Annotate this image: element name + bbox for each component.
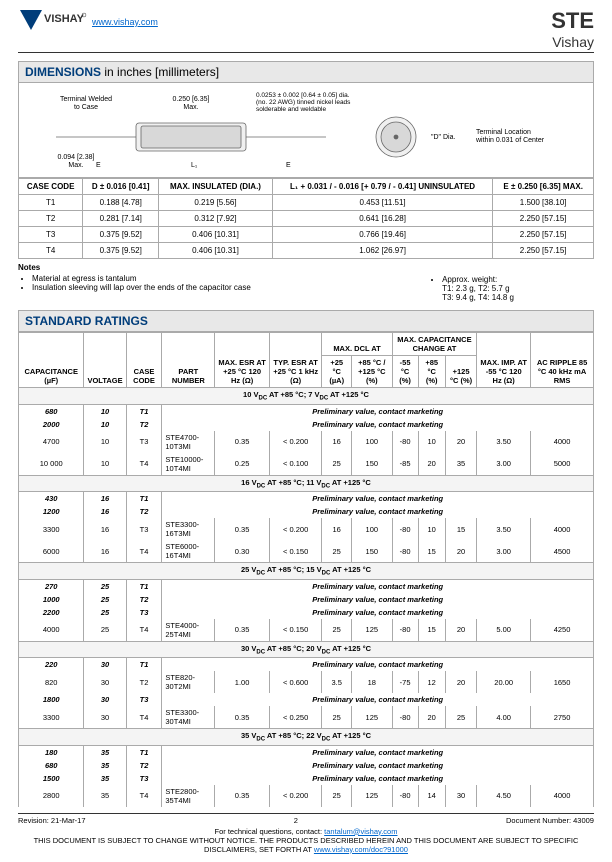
diagram-terminal-label: Terminal Weldedto Case: [60, 96, 112, 111]
svg-text:0.250 [6.35]Max.: 0.250 [6.35]Max.: [173, 96, 210, 111]
page-header: VISHAY www.vishay.com STE Vishay: [18, 8, 594, 53]
svg-text:E: E: [286, 162, 291, 169]
vishay-url-link[interactable]: www.vishay.com: [92, 17, 158, 27]
disclaimer-link[interactable]: www.vishay.com/doc?91000: [314, 845, 408, 854]
ratings-heading: STANDARD RATINGS: [18, 310, 594, 332]
dimensions-heading: DIMENSIONS in inches [millimeters]: [18, 61, 594, 83]
vishay-logo-icon: VISHAY: [18, 8, 88, 36]
notes-section: Notes Material at egress is tantalumInsu…: [18, 263, 594, 302]
svg-text:0.094 [2.38]Max.: 0.094 [2.38]Max.: [58, 154, 95, 169]
contact-email-link[interactable]: tantalum@vishay.com: [324, 827, 397, 836]
dimensions-diagram: Terminal Weldedto Case 0.250 [6.35]Max. …: [18, 83, 594, 178]
svg-text:"D" Dia.: "D" Dia.: [431, 134, 455, 141]
ratings-table: CAPACITANCE (µF)VOLTAGECASE CODEPART NUM…: [18, 332, 594, 807]
page-footer: Revision: 21-Mar-17 2 Document Number: 4…: [18, 813, 594, 825]
svg-text:L₁: L₁: [191, 162, 198, 169]
svg-text:Terminal Locationwithin 0.031: Terminal Locationwithin 0.031 of Center: [475, 129, 545, 144]
dimensions-table: CASE CODED ± 0.016 [0.41]MAX. INSULATED …: [18, 178, 594, 259]
manufacturer-name: Vishay: [551, 34, 594, 50]
footer-contact: For technical questions, contact: tantal…: [18, 827, 594, 854]
product-title: STE: [551, 8, 594, 34]
svg-text:0.0253 ± 0.002 [0.64 ± 0.05] d: 0.0253 ± 0.002 [0.64 ± 0.05] dia.(no. 22…: [256, 92, 351, 113]
svg-text:VISHAY: VISHAY: [44, 13, 85, 25]
svg-text:E: E: [96, 162, 101, 169]
